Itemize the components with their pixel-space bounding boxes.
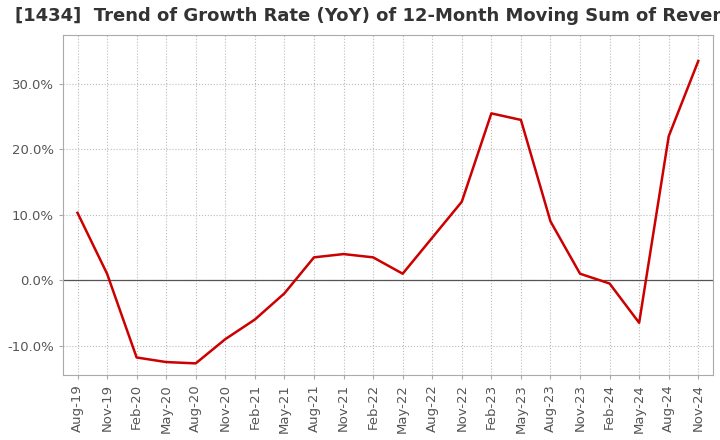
Title: [1434]  Trend of Growth Rate (YoY) of 12-Month Moving Sum of Revenues: [1434] Trend of Growth Rate (YoY) of 12-…	[15, 7, 720, 25]
